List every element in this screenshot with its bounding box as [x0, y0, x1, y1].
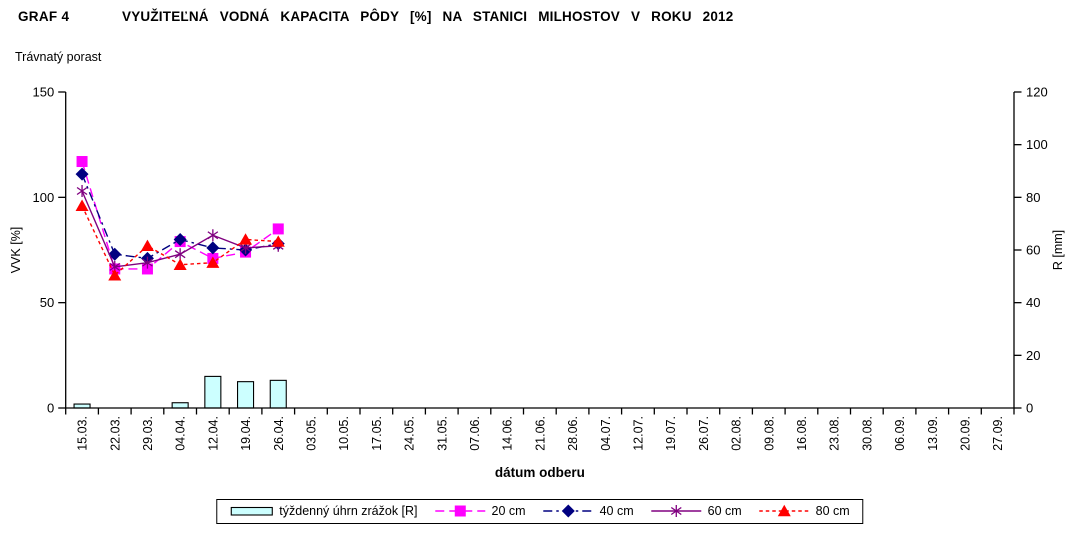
left-axis-tick-label: 150	[32, 85, 54, 100]
graf-number-label: GRAF 4	[18, 9, 70, 24]
chart-legend: týždenný úhrn zrážok [R] 20 cm 40 cm 60 cm 8…	[216, 499, 864, 524]
left-axis-tick-label: 50	[40, 295, 54, 310]
x-axis-category-label: 17.05.	[370, 416, 384, 451]
x-axis-category-label: 26.04.	[272, 416, 286, 451]
right-axis-tick-label: 80	[1026, 190, 1040, 205]
marker-square	[76, 156, 88, 168]
x-axis-title: dátum odberu	[495, 465, 585, 480]
right-axis-tick-label: 40	[1026, 295, 1040, 310]
precipitation-bar	[269, 379, 287, 409]
marker-square	[272, 223, 284, 235]
left-axis-tick-label: 100	[32, 190, 54, 205]
right-axis-tick-label: 20	[1026, 348, 1040, 363]
legend-swatch-triangle	[759, 504, 810, 517]
marker-triangle	[140, 239, 154, 251]
x-axis-category-label: 12.07.	[631, 416, 645, 451]
marker-triangle	[173, 258, 187, 270]
legend-item-60cm: 60 cm	[651, 504, 742, 518]
x-axis-category-label: 02.08.	[730, 416, 744, 451]
marker-asterisk	[142, 256, 153, 269]
right-axis-tick-label: 100	[1026, 137, 1048, 152]
chart-subtitle: Trávnatý porast	[15, 50, 102, 64]
legend-swatch-bar	[230, 506, 273, 516]
marker-diamond	[206, 241, 220, 255]
marker-triangle	[108, 269, 122, 281]
x-axis-category-label: 26.07.	[697, 416, 711, 451]
legend-label: 40 cm	[599, 504, 634, 518]
x-axis-category-label: 06.09.	[893, 416, 907, 451]
x-axis-category-label: 04.04.	[174, 416, 188, 451]
x-axis-category-label: 10.05.	[337, 416, 351, 451]
precipitation-bar	[171, 402, 189, 409]
legend-swatch-diamond	[543, 504, 594, 518]
legend-label: týždenný úhrn zrážok [R]	[279, 504, 418, 518]
legend-swatch-square	[435, 505, 486, 517]
precipitation-bar	[237, 381, 255, 409]
marker-diamond	[562, 504, 576, 518]
left-axis-title: VVK [%]	[9, 227, 23, 274]
right-axis-tick-label: 60	[1026, 243, 1040, 258]
x-axis-category-label: 09.08.	[762, 416, 776, 451]
x-axis-category-label: 28.06.	[566, 416, 580, 451]
precipitation-bar	[204, 375, 222, 409]
x-axis-category-label: 20.09.	[958, 416, 972, 451]
x-axis-category-label: 23.08.	[828, 416, 842, 451]
x-axis-category-label: 29.03.	[141, 416, 155, 451]
marker-diamond	[75, 167, 89, 181]
x-axis-category-label: 15.03.	[76, 416, 90, 451]
x-axis-category-label: 21.06.	[533, 416, 547, 451]
right-axis-tick-label: 120	[1026, 85, 1048, 100]
marker-square	[455, 505, 467, 517]
x-axis-category-label: 27.09.	[991, 416, 1005, 451]
legend-item-40cm: 40 cm	[543, 504, 634, 518]
x-axis-category-label: 19.04.	[239, 416, 253, 451]
marker-asterisk	[174, 248, 186, 261]
x-axis-category-label: 13.09.	[926, 416, 940, 451]
x-axis-category-label: 12.04.	[206, 416, 220, 451]
marker-diamond	[108, 247, 122, 261]
right-axis-tick-label: 0	[1026, 401, 1033, 416]
x-axis-category-label: 16.08.	[795, 416, 809, 451]
x-axis-category-label: 04.07.	[599, 416, 613, 451]
legend-label: 80 cm	[815, 504, 850, 518]
marker-triangle	[206, 256, 220, 268]
legend-swatch-asterisk	[651, 505, 702, 517]
x-axis-category-label: 19.07.	[664, 416, 678, 451]
marker-triangle	[239, 233, 253, 245]
legend-label: 20 cm	[491, 504, 526, 518]
marker-asterisk	[207, 229, 219, 242]
right-axis-title: R [mm]	[1051, 230, 1065, 270]
legend-item-20cm: 20 cm	[435, 504, 526, 518]
marker-asterisk	[671, 505, 683, 517]
legend-item-bar: týždenný úhrn zrážok [R]	[230, 504, 418, 518]
x-axis-category-label: 24.05.	[403, 416, 417, 451]
x-axis-category-label: 14.06.	[501, 416, 515, 451]
marker-asterisk	[76, 185, 88, 198]
marker-triangle	[778, 504, 792, 517]
x-axis-category-label: 31.05.	[435, 416, 449, 451]
x-axis-category-label: 30.08.	[860, 416, 874, 451]
left-axis-tick-label: 0	[47, 401, 54, 416]
marker-square	[141, 263, 153, 275]
legend-label: 60 cm	[707, 504, 742, 518]
x-axis-category-label: 22.03.	[108, 416, 122, 451]
marker-diamond	[173, 232, 187, 246]
legend-bar-glyph	[230, 506, 273, 516]
x-axis-category-label: 03.05.	[304, 416, 318, 451]
x-axis-category-label: 07.06.	[468, 416, 482, 451]
legend-item-80cm: 80 cm	[759, 504, 850, 518]
marker-triangle	[271, 235, 285, 247]
chart-title: VYUŽITEĽNÁ VODNÁ KAPACITA PÔDY [%] NA ST…	[122, 9, 734, 24]
marker-triangle	[75, 199, 89, 211]
